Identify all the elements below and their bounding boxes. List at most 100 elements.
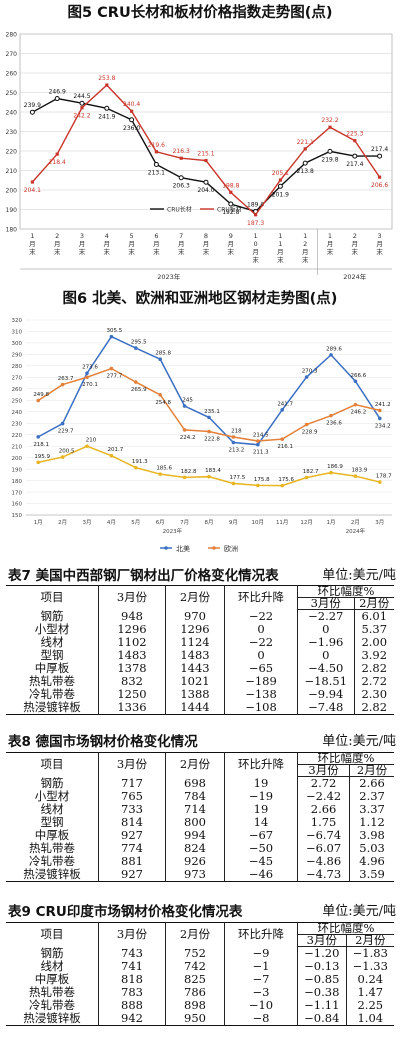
table-cell: 6.01 <box>353 609 394 623</box>
table-cell: −1.96 <box>297 636 355 649</box>
row-label: 热浸镀锌板 <box>6 1012 99 1026</box>
table7-header: 表7 美国中西部钢厂钢材出厂价格变化情况表 单位:美元/吨 <box>8 564 396 584</box>
x-tick-label: 末 <box>203 247 210 256</box>
data-label: 289.6 <box>326 346 342 352</box>
col-pct-feb: 2月份 <box>349 764 394 777</box>
table-cell: 2.66 <box>296 803 351 816</box>
table-cell: 717 <box>98 776 166 790</box>
table-cell: 0 <box>224 623 298 636</box>
table-cell: 3.37 <box>349 803 394 816</box>
data-label: 216.1 <box>277 444 293 450</box>
data-label: 239.9 <box>24 102 41 109</box>
data-label: 182.8 <box>181 469 197 475</box>
data-point <box>153 161 159 167</box>
data-label: 221.1 <box>297 139 314 146</box>
col-pct: 环比幅度% <box>297 752 394 765</box>
data-point <box>109 366 114 371</box>
data-label: 210 <box>86 438 97 444</box>
x-tick-label: 3月 <box>83 519 92 526</box>
data-label: 186.9 <box>327 464 343 470</box>
table-cell: 14 <box>224 816 298 829</box>
table-cell: 2.82 <box>353 662 394 675</box>
data-point <box>304 422 309 427</box>
table-cell: 825 <box>165 973 225 986</box>
y-tick-label: 220 <box>12 433 23 439</box>
table-cell: 1296 <box>98 623 166 636</box>
data-label: 175.8 <box>254 477 270 483</box>
table-cell: 1.12 <box>349 816 394 829</box>
x-tick-label: 末 <box>178 247 185 256</box>
data-point <box>178 175 184 181</box>
data-label: 222.8 <box>204 436 220 442</box>
data-label: 218.4 <box>49 159 66 166</box>
data-label: 214.5 <box>253 433 269 439</box>
data-label: 285.8 <box>155 351 171 357</box>
data-point <box>378 175 382 179</box>
data-point <box>80 106 84 110</box>
data-label: 175.6 <box>278 477 294 483</box>
y-tick-label: 280 <box>6 32 18 39</box>
x-tick-label: 月 <box>352 240 359 248</box>
row-label: 冷轧带卷 <box>6 688 99 701</box>
y-tick-label: 210 <box>6 168 18 175</box>
table-cell: 1250 <box>98 688 166 701</box>
col-pct-feb: 2月份 <box>345 934 394 947</box>
table-cell: 786 <box>165 986 225 999</box>
data-label: 206.6 <box>371 182 388 189</box>
data-point <box>329 353 333 357</box>
data-label: 205.1 <box>272 170 289 177</box>
table7: 项目 3月份 2月份 环比升降 环比幅度% 3月份 2月份 钢筋 948 970 −22 −2.27 6… <box>6 585 394 715</box>
data-point <box>85 371 89 376</box>
table-cell: −10 <box>224 999 298 1012</box>
y-tick-label: 200 <box>6 188 18 195</box>
data-point <box>304 375 309 379</box>
x-tick-label: 月 <box>228 240 235 248</box>
data-label: 236.0 <box>123 125 140 132</box>
table-row: 线材 741 742 −1 −0.13 −1.33 <box>6 960 394 973</box>
data-label: 273.6 <box>82 365 98 371</box>
table-cell: 19 <box>224 776 298 790</box>
x-tick-label: 3 <box>378 232 382 240</box>
col-chg: 环比升降 <box>224 585 298 610</box>
data-point <box>228 201 234 207</box>
data-label: 195.9 <box>34 454 50 460</box>
table-cell: 741 <box>98 960 166 973</box>
y-tick-label: 190 <box>12 467 23 473</box>
table-cell: 742 <box>165 960 225 973</box>
data-point <box>179 156 183 160</box>
row-label: 中厚板 <box>6 662 99 675</box>
y-tick-label: 160 <box>12 502 23 508</box>
data-label: 201.9 <box>272 191 289 198</box>
legend-label: CRU长材 <box>167 206 192 214</box>
x-tick-label: 月 <box>302 248 309 256</box>
data-point <box>182 428 187 432</box>
data-point <box>207 415 211 420</box>
y-tick-label: 260 <box>12 387 23 393</box>
data-label: 211.3 <box>253 450 269 456</box>
legend-marker <box>164 546 168 550</box>
x-tick-label: 2月 <box>58 519 67 526</box>
data-point <box>231 481 236 486</box>
x-tick-label: 月 <box>277 248 284 256</box>
data-label: 204.1 <box>24 187 41 194</box>
data-point <box>353 379 358 384</box>
table-cell: 752 <box>165 946 225 960</box>
table-cell: −108 <box>224 701 298 715</box>
data-label: 241.7 <box>277 401 293 407</box>
legend-marker <box>212 546 216 550</box>
col-item: 项目 <box>6 922 99 947</box>
x-tick-label: 2月 <box>351 519 360 526</box>
year-label: 2024年 <box>343 272 367 281</box>
data-point <box>231 440 236 445</box>
table8: 项目 3月份 2月份 环比升降 环比幅度% 3月份 2月份 钢筋 717 698 19 2.72 2.6… <box>6 752 394 882</box>
data-label: 270.1 <box>82 382 98 388</box>
table-cell: −22 <box>224 636 298 649</box>
table8-title: 表8 德国市场钢材价格变化情况 <box>8 734 198 750</box>
series-line <box>37 335 381 446</box>
data-point <box>55 152 59 156</box>
row-label: 中厚板 <box>6 973 99 986</box>
fig5-title: 图5 CRU长材和板材价格指数走势图(点) <box>67 5 333 21</box>
data-point <box>182 404 187 408</box>
table-cell: −19 <box>224 790 298 803</box>
x-tick-label: 1月 <box>34 519 43 526</box>
